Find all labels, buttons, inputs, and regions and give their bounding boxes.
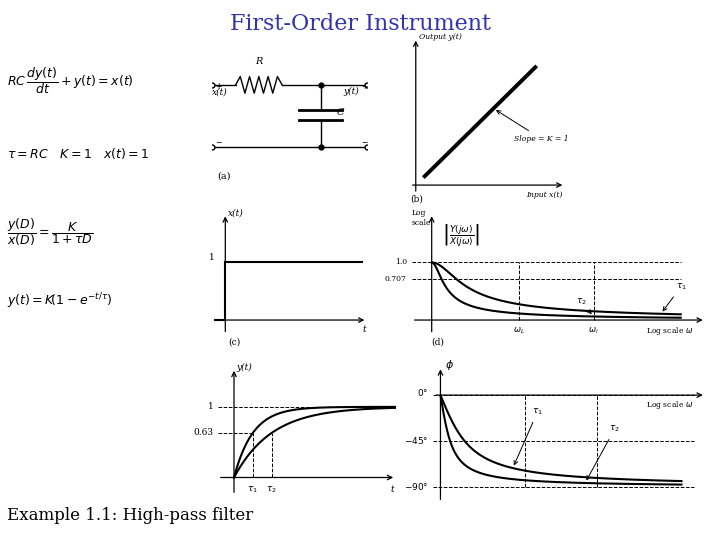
Text: $0°$: $0°$ — [417, 387, 428, 397]
Text: $\omega_L$: $\omega_L$ — [513, 326, 525, 336]
Text: $\tau_1$: $\tau_1$ — [514, 407, 543, 464]
Text: Input x(t): Input x(t) — [526, 191, 562, 199]
Text: $y(t)=K\!\left(1-e^{-t/\tau}\right)$: $y(t)=K\!\left(1-e^{-t/\tau}\right)$ — [7, 292, 112, 311]
Text: $\tau_1$: $\tau_1$ — [248, 484, 258, 495]
Text: x(t): x(t) — [228, 208, 243, 217]
Text: (c): (c) — [228, 338, 240, 346]
Text: x(t): x(t) — [212, 87, 228, 96]
Text: 0.63: 0.63 — [194, 429, 214, 437]
Text: y(t): y(t) — [343, 87, 359, 96]
Text: $\phi$: $\phi$ — [445, 357, 454, 372]
Text: $\tau_2$: $\tau_2$ — [266, 484, 277, 495]
Text: Log: Log — [412, 208, 426, 217]
Text: $\tau=RC\quad K=1\quad x(t)=1$: $\tau=RC\quad K=1\quad x(t)=1$ — [7, 146, 150, 161]
Text: 1: 1 — [208, 402, 214, 411]
Text: $\dfrac{y(D)}{x(D)}=\dfrac{K}{1+\tau D}$: $\dfrac{y(D)}{x(D)}=\dfrac{K}{1+\tau D}$ — [7, 216, 94, 248]
Text: (b): (b) — [410, 194, 423, 203]
Text: scale: scale — [412, 219, 431, 227]
Text: First-Order Instrument: First-Order Instrument — [230, 14, 490, 36]
Text: Log scale $\omega$: Log scale $\omega$ — [647, 400, 693, 411]
Text: (a): (a) — [217, 172, 230, 180]
Text: $\tau_2$: $\tau_2$ — [587, 424, 620, 480]
Text: Output y(t): Output y(t) — [419, 33, 462, 41]
Text: $\tau_1$: $\tau_1$ — [663, 281, 687, 310]
Text: y(t): y(t) — [237, 363, 253, 372]
Text: t: t — [391, 484, 395, 494]
Text: $-45°$: $-45°$ — [404, 435, 428, 447]
Text: Example 1.1: High-pass filter: Example 1.1: High-pass filter — [7, 507, 253, 524]
Text: Log scale $\omega$: Log scale $\omega$ — [646, 325, 693, 337]
Text: $RC\,\dfrac{dy(t)}{dt}+y(t)=x(t)$: $RC\,\dfrac{dy(t)}{dt}+y(t)=x(t)$ — [7, 65, 134, 96]
Text: +: + — [215, 82, 221, 91]
Text: 0.707: 0.707 — [385, 275, 407, 284]
Text: (d): (d) — [432, 338, 444, 346]
Text: t: t — [362, 325, 366, 334]
Text: 1.0: 1.0 — [395, 259, 407, 266]
Text: C: C — [336, 108, 343, 117]
Text: +: + — [361, 82, 367, 91]
Text: $\omega_i$: $\omega_i$ — [588, 326, 599, 336]
Text: $\tau_2$: $\tau_2$ — [576, 297, 591, 314]
Text: −: − — [361, 138, 367, 147]
Text: $-90°$: $-90°$ — [404, 481, 428, 492]
Text: −: − — [215, 138, 221, 147]
Text: R: R — [255, 57, 263, 66]
Text: 1: 1 — [209, 253, 215, 261]
Text: Slope = K = 1: Slope = K = 1 — [497, 111, 569, 143]
Text: $\left|\dfrac{Y(j\omega)}{X(j\omega)}\right|$: $\left|\dfrac{Y(j\omega)}{X(j\omega)}\ri… — [441, 222, 480, 248]
